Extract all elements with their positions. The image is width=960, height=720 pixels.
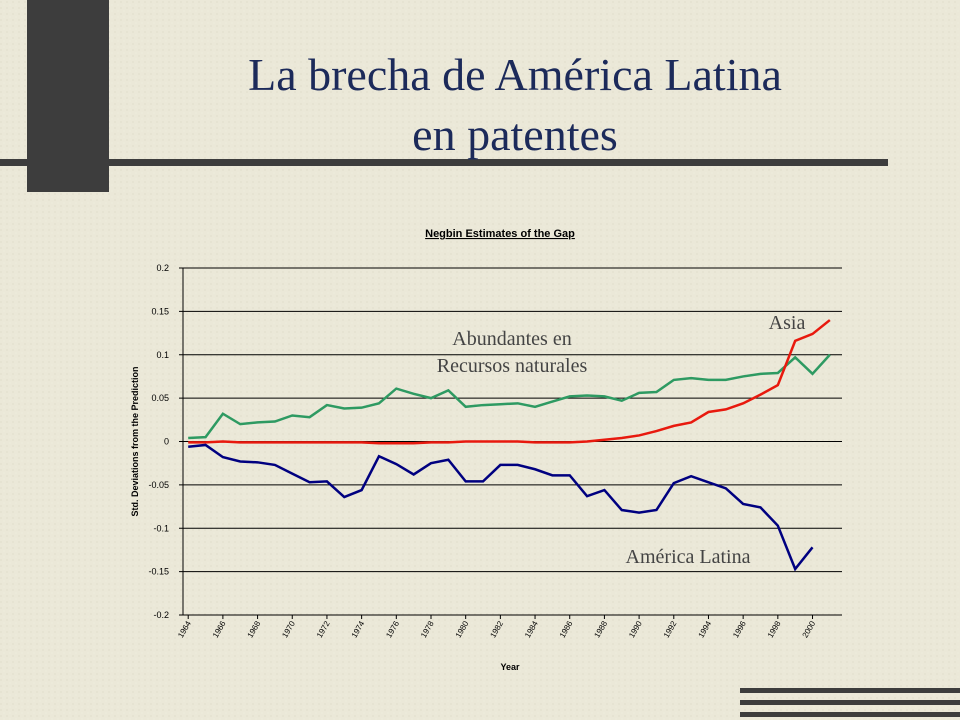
y-tick-label: 0.05 xyxy=(151,393,169,403)
y-tick-label: 0.1 xyxy=(156,350,169,360)
decor-bar xyxy=(740,688,960,693)
annotation: Abundantes en xyxy=(452,328,571,350)
decor-bar xyxy=(740,700,960,705)
series-line xyxy=(188,353,831,440)
series-line xyxy=(188,443,814,572)
x-axis-label: Year xyxy=(500,662,520,672)
y-tick-label: 0 xyxy=(164,437,169,447)
y-tick-label: 0.15 xyxy=(151,306,169,316)
annotation: Recursos naturales xyxy=(437,355,588,377)
annotation: Asia xyxy=(769,312,806,334)
annotation: América Latina xyxy=(626,546,751,568)
decor-bar xyxy=(740,712,960,717)
y-axis-label: Std. Deviations from the Prediction xyxy=(130,366,140,516)
slide-title: en patentes xyxy=(412,109,618,160)
y-tick-label: 0.2 xyxy=(156,263,169,273)
y-tick-label: -0.05 xyxy=(148,480,169,490)
decor-bar xyxy=(0,159,888,166)
y-tick-label: -0.2 xyxy=(153,610,169,620)
chart-title: Negbin Estimates of the Gap xyxy=(425,228,575,240)
slide-title: La brecha de América Latina xyxy=(248,49,782,100)
y-tick-label: -0.1 xyxy=(153,523,169,533)
y-tick-label: -0.15 xyxy=(148,567,169,577)
series-line xyxy=(188,319,831,445)
